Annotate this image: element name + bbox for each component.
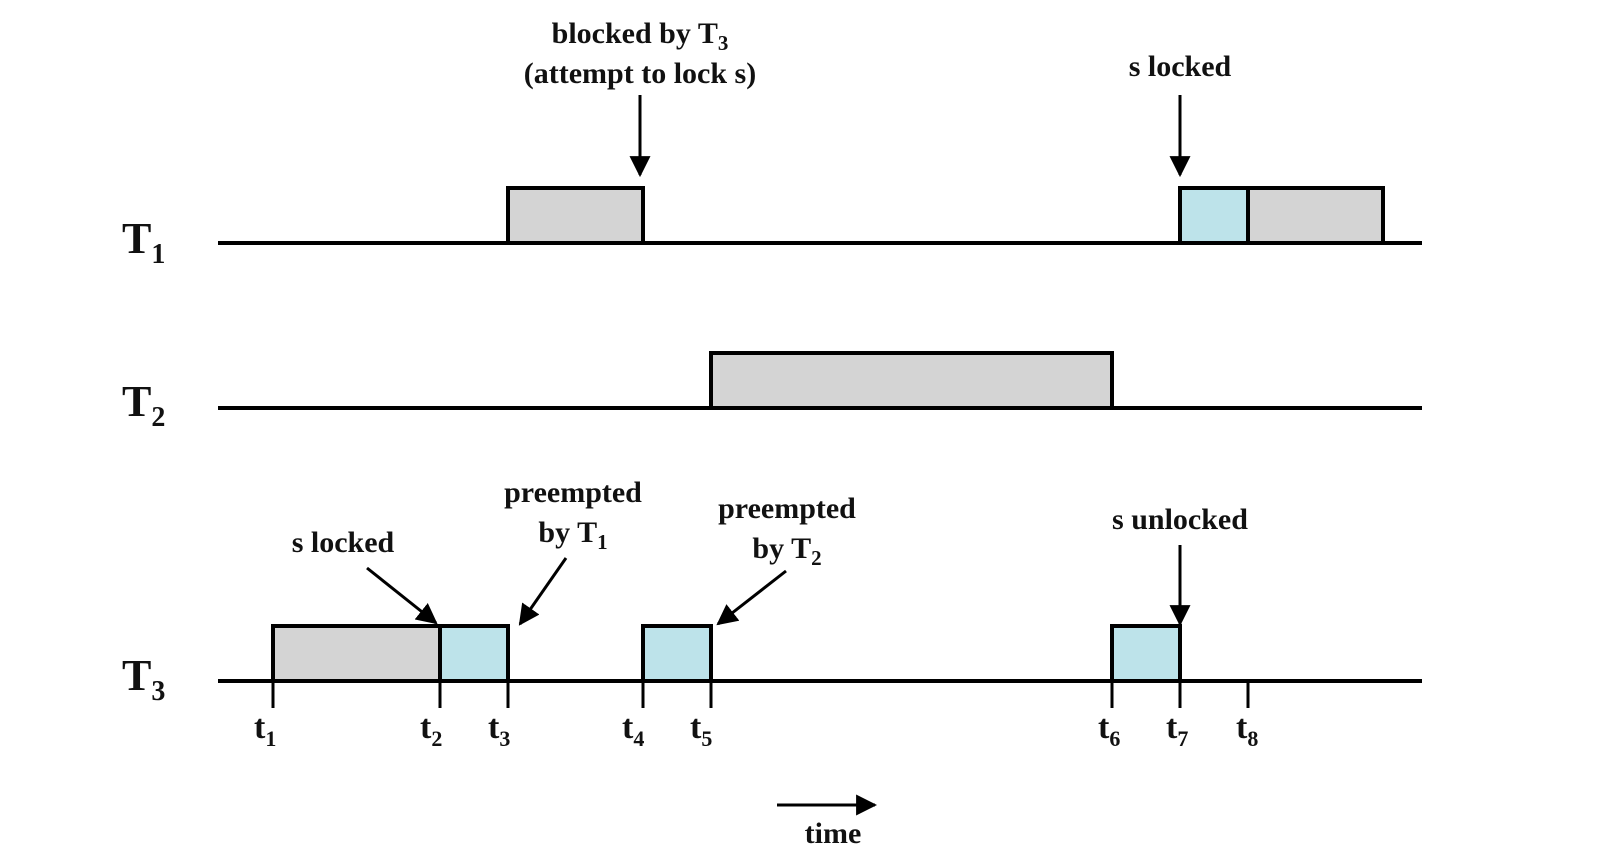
annotation-preempted1-line2: by T1 — [538, 516, 607, 554]
execution-segments — [271, 186, 1385, 683]
task-label-t2: T2 — [122, 377, 165, 433]
time-tick-marks — [271, 683, 1250, 708]
tick-label-t8: t8 — [1236, 709, 1258, 751]
annotation-blocked-line1: blocked by T3 — [552, 17, 729, 55]
tick-label-t2: t2 — [420, 709, 442, 751]
tick-label-t4: t4 — [622, 709, 644, 751]
t1-normal-segment-0 — [506, 186, 645, 245]
arrow-t3-s-locked — [366, 566, 438, 625]
t3-normal-segment-4 — [271, 624, 442, 683]
tick-label-t5: t5 — [690, 709, 712, 751]
annotation-t3-s-locked: s locked — [292, 526, 395, 559]
time-label: time — [805, 817, 862, 850]
t3-critical-segment-6 — [641, 624, 713, 683]
annotation-blocked-line2: (attempt to lock s) — [524, 57, 756, 90]
annotation-preempted2-line2: by T2 — [752, 532, 821, 570]
t3-critical-segment-5 — [438, 624, 510, 683]
tick-label-t3: t3 — [488, 709, 510, 751]
arrow-preempted1 — [518, 557, 568, 626]
annotation-preempted1-line1: preempted — [504, 476, 642, 509]
arrow-preempted2 — [716, 569, 787, 626]
t2-normal-segment-3 — [709, 351, 1114, 410]
t3-critical-segment-7 — [1110, 624, 1182, 683]
annotation-s-unlocked: s unlocked — [1112, 503, 1248, 536]
task-label-t3: T3 — [122, 651, 165, 707]
time-tick-labels: t1 t2 t3 t4 t5 t6 t7 t8 — [254, 709, 1258, 751]
task-label-t1: T1 — [122, 214, 165, 270]
tick-label-t6: t6 — [1098, 709, 1120, 751]
t1-normal-segment-2 — [1246, 186, 1385, 245]
annotation-t1-s-locked: s locked — [1129, 50, 1232, 83]
annotation-preempted2-line1: preempted — [718, 492, 856, 525]
tick-label-t7: t7 — [1166, 709, 1188, 751]
tick-label-t1: t1 — [254, 709, 276, 751]
t1-critical-segment-1 — [1178, 186, 1250, 245]
